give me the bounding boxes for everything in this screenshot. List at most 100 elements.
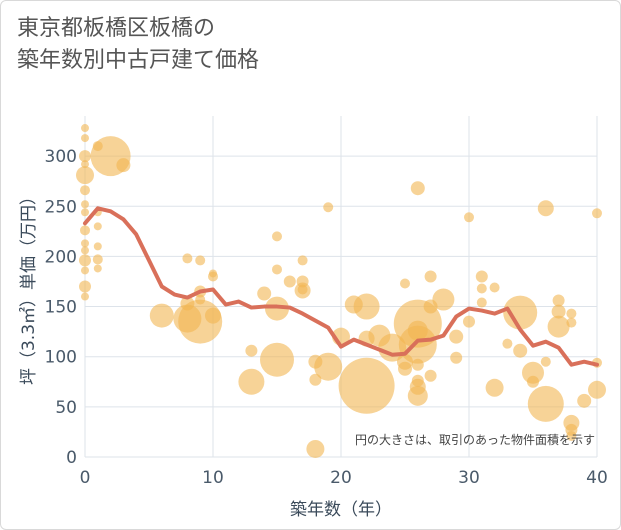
- bubble-point: [81, 292, 89, 301]
- bubble-point: [80, 185, 90, 196]
- bubble-point: [79, 280, 91, 293]
- bubble-point: [577, 393, 592, 408]
- bubble-point: [338, 357, 395, 414]
- bubble-point: [485, 378, 504, 397]
- bubble-point: [272, 264, 282, 275]
- bubble-point: [260, 342, 294, 377]
- bubble-point: [116, 158, 131, 173]
- x-tick-label: 0: [80, 468, 91, 488]
- bubble-point: [283, 275, 296, 288]
- bubble-point: [93, 242, 102, 251]
- bubble-point: [306, 439, 325, 458]
- bubble-point: [208, 271, 218, 282]
- bubble-point: [537, 200, 554, 217]
- bubble-point: [424, 369, 437, 382]
- bubble-point: [81, 200, 89, 209]
- bubble-point: [540, 356, 551, 367]
- bubble-point: [522, 361, 544, 384]
- bubble-series: [76, 124, 606, 458]
- bubble-point: [205, 307, 221, 324]
- bubble-point: [449, 329, 464, 344]
- bubble-point: [566, 430, 577, 441]
- bubble-point: [79, 150, 91, 163]
- bubble-point: [450, 351, 463, 364]
- bubble-point: [400, 278, 410, 289]
- y-axis-ticks: 0 50 100 150 200 250 300: [45, 147, 77, 468]
- bubble-point: [297, 255, 308, 266]
- bubble-point: [93, 222, 102, 231]
- average-price-line: [83, 206, 599, 367]
- x-axis-ticks: 0 10 20 30 40: [80, 468, 608, 488]
- average-line-series: [83, 206, 599, 367]
- bubble-point: [566, 308, 577, 319]
- bubble-point: [309, 373, 322, 386]
- bubble-point: [566, 317, 577, 328]
- bubble-point: [398, 325, 437, 364]
- y-tick-label: 300: [45, 147, 77, 167]
- bubble-point: [513, 343, 528, 358]
- bubble-point: [81, 208, 89, 217]
- bubble-point: [502, 338, 513, 349]
- bubble-point: [475, 270, 488, 283]
- bubble-point: [410, 181, 425, 196]
- bubble-point: [588, 380, 606, 399]
- bubble-point: [552, 294, 565, 307]
- x-tick-label: 30: [458, 468, 480, 488]
- bubble-size-note: 円の大きさは、取引のあった物件面積を示す: [355, 432, 595, 447]
- bubble-point: [93, 264, 102, 273]
- bubble-point: [489, 282, 500, 293]
- bubble-point: [551, 304, 566, 319]
- y-axis-label: 坪（3.3㎡）単価（万円）: [19, 188, 39, 385]
- bubble-point: [476, 283, 487, 294]
- bubble-point: [149, 303, 174, 328]
- bubble-point: [424, 270, 437, 283]
- bubble-point: [81, 239, 89, 248]
- bubble-point: [92, 254, 103, 265]
- bubble-point: [81, 134, 89, 143]
- bubble-point: [80, 225, 90, 236]
- bubble-point: [257, 286, 272, 301]
- x-tick-label: 40: [586, 468, 608, 488]
- bubble-point: [245, 344, 258, 357]
- bubble-point: [398, 361, 412, 376]
- bubble-point: [81, 124, 89, 133]
- y-tick-label: 0: [66, 448, 77, 468]
- bubble-point: [76, 166, 94, 185]
- bubble-point: [411, 358, 424, 371]
- bubble-point: [182, 253, 193, 264]
- bubble-point: [463, 315, 475, 328]
- chart-title: 東京都板橋区板橋の 築年数別中古戸建て価格: [17, 13, 259, 77]
- bubble-point: [195, 255, 206, 266]
- bubble-point: [407, 385, 428, 406]
- bubble-point: [272, 231, 282, 242]
- chart-title-line-2: 築年数別中古戸建て価格: [17, 48, 260, 73]
- chart-title-line-1: 東京都板橋区板橋の: [17, 16, 216, 41]
- bubble-point: [238, 368, 265, 395]
- x-tick-label: 10: [202, 468, 224, 488]
- bubble-point: [547, 315, 570, 338]
- y-tick-label: 50: [55, 398, 77, 418]
- bubble-point: [81, 160, 89, 169]
- bubble-point: [79, 254, 91, 267]
- bubble-point: [503, 295, 538, 330]
- bubble-point: [323, 202, 334, 213]
- grid-lines: [84, 116, 598, 458]
- bubble-point: [314, 352, 343, 381]
- bubble-point: [527, 385, 564, 422]
- y-tick-label: 200: [45, 247, 77, 267]
- y-tick-label: 150: [45, 298, 77, 318]
- bubble-point: [476, 297, 487, 308]
- bubble-point: [297, 284, 308, 295]
- bubble-point: [432, 288, 455, 311]
- y-tick-label: 100: [45, 348, 77, 368]
- bubble-point: [81, 266, 89, 275]
- bubble-point: [353, 293, 380, 320]
- x-axis-label: 築年数（年）: [290, 500, 392, 520]
- bubble-point: [592, 208, 602, 219]
- bubble-point: [81, 246, 89, 255]
- y-tick-label: 250: [45, 197, 77, 217]
- bubble-point: [464, 212, 474, 223]
- x-tick-label: 20: [330, 468, 352, 488]
